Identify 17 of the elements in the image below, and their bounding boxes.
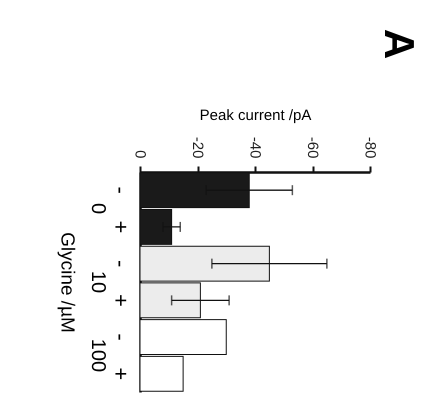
text: 10: [87, 270, 109, 294]
text: 100: [87, 338, 109, 372]
y-tick-label: +: [108, 294, 134, 307]
y-tick-label: -: [108, 333, 134, 341]
x-tick-label: -60: [304, 136, 321, 158]
y-axis-title: Glycine /µM: [56, 232, 78, 333]
chart-title: A: [376, 28, 423, 60]
x-axis-title: Peak current /pA: [200, 106, 312, 124]
x-tick-label: -20: [189, 136, 206, 158]
y-tick-label: -: [108, 260, 134, 268]
x-tick-label: 0: [132, 150, 148, 158]
text: 0: [87, 202, 109, 214]
y-tick-label: -: [108, 186, 134, 194]
x-tick-label: -40: [246, 136, 264, 158]
y-tick-label: +: [108, 367, 134, 380]
y-tick-label: +: [108, 220, 134, 234]
x-tick-label: -80: [362, 136, 378, 158]
